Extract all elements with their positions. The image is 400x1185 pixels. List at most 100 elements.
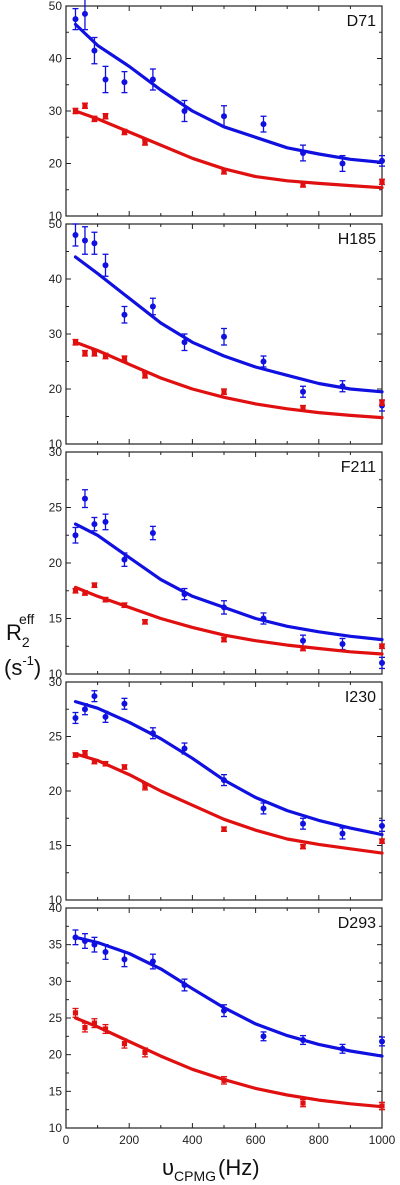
data-point: [121, 956, 128, 963]
x-tick-label: 800: [309, 1133, 329, 1147]
red-series: [72, 1007, 385, 1111]
data-point: [300, 637, 306, 644]
data-point: [91, 941, 98, 948]
fit-curve: [73, 700, 384, 837]
data-point: [149, 730, 156, 737]
x-tick-label: 400: [182, 1133, 202, 1147]
panel-title: D71: [347, 13, 376, 30]
data-point: [260, 121, 267, 128]
data-point: [102, 1026, 109, 1032]
panel-title: D293: [338, 915, 376, 932]
y-tick-label: 20: [49, 1048, 63, 1062]
y-tick-label: 40: [49, 52, 63, 66]
data-point: [91, 116, 98, 122]
data-point: [102, 949, 109, 955]
data-point: [121, 79, 128, 86]
data-point: [379, 643, 385, 649]
data-point: [379, 157, 385, 164]
fit-curve: [73, 255, 384, 394]
data-point: [300, 1100, 306, 1106]
data-point: [181, 339, 188, 346]
data-point: [102, 518, 109, 525]
data-point: [121, 602, 128, 608]
data-point: [142, 619, 148, 625]
panel-d71: 10 20 30 40 50 D71: [49, 0, 385, 223]
y-tick-label: 15: [49, 1084, 63, 1098]
y-label-sup: eff: [19, 611, 34, 627]
x-tick-label: 0: [63, 1133, 70, 1147]
data-point: [221, 333, 227, 340]
data-point: [142, 784, 148, 790]
data-point: [121, 1041, 128, 1047]
data-point: [91, 47, 98, 54]
data-point: [72, 752, 79, 758]
blue-series: [72, 929, 385, 1058]
y-tick-label: 50: [49, 217, 63, 231]
data-point: [379, 1038, 385, 1045]
panel-title: I230: [345, 689, 376, 706]
data-point: [142, 139, 148, 146]
data-point: [221, 1007, 227, 1014]
fit-curve: [73, 109, 384, 190]
fit-curve: [73, 522, 384, 642]
data-point: [82, 350, 88, 356]
y-tick-label: 10: [49, 1121, 63, 1135]
data-point: [102, 113, 109, 119]
data-point: [260, 358, 267, 365]
x-tick-label: 200: [119, 1133, 139, 1147]
data-point: [91, 521, 98, 528]
data-point: [91, 1020, 98, 1026]
data-point: [72, 232, 79, 238]
data-point: [339, 1045, 346, 1052]
y-label-unit-close: ): [34, 655, 41, 680]
data-point: [81, 495, 88, 502]
data-point: [82, 750, 88, 756]
data-point: [81, 706, 88, 713]
data-point: [221, 113, 227, 120]
data-point: [181, 982, 188, 988]
fit-curve: [73, 340, 384, 420]
data-point: [91, 350, 98, 356]
data-point: [142, 372, 148, 378]
data-point: [300, 181, 306, 188]
data-point: [339, 830, 346, 837]
panels: 10 20 30 40 50 D71 10 20 30 40 50 H185 10 15 20 25 30 F21…: [49, 0, 396, 1147]
y-tick-label: 40: [49, 272, 63, 286]
x-label-unit: (Hz): [218, 1155, 260, 1180]
data-point: [339, 160, 346, 167]
data-point: [121, 311, 128, 318]
data-point: [221, 636, 227, 643]
panel-h185: 10 20 30 40 50 H185: [49, 217, 385, 451]
data-point: [379, 400, 385, 406]
data-point: [81, 938, 88, 944]
data-point: [72, 934, 79, 941]
blue-series: [72, 223, 385, 412]
data-point: [221, 389, 227, 395]
data-point: [121, 700, 128, 707]
data-point: [82, 103, 88, 109]
red-series: [72, 338, 385, 420]
data-point: [339, 383, 346, 390]
data-point: [91, 693, 98, 700]
y-label-unit-sup: -1: [22, 653, 34, 668]
x-label-symbol: υ: [162, 1155, 174, 1180]
data-point: [379, 179, 385, 185]
data-point: [181, 108, 188, 114]
data-point: [72, 1010, 79, 1016]
data-point: [300, 388, 306, 395]
data-point: [379, 822, 385, 829]
blue-series: [72, 690, 385, 840]
y-tick-label: 30: [49, 675, 63, 689]
data-point: [260, 1033, 267, 1040]
data-point: [149, 958, 156, 965]
data-point: [72, 714, 79, 721]
panel-title: F211: [341, 459, 376, 476]
blue-series: [72, 0, 385, 173]
svg-text:υCPMG(Hz): υCPMG(Hz): [162, 1155, 260, 1184]
y-label-sub: 2: [22, 634, 30, 650]
data-point: [121, 129, 128, 135]
y-label-unit-open: (s: [4, 655, 22, 680]
data-point: [221, 826, 227, 832]
